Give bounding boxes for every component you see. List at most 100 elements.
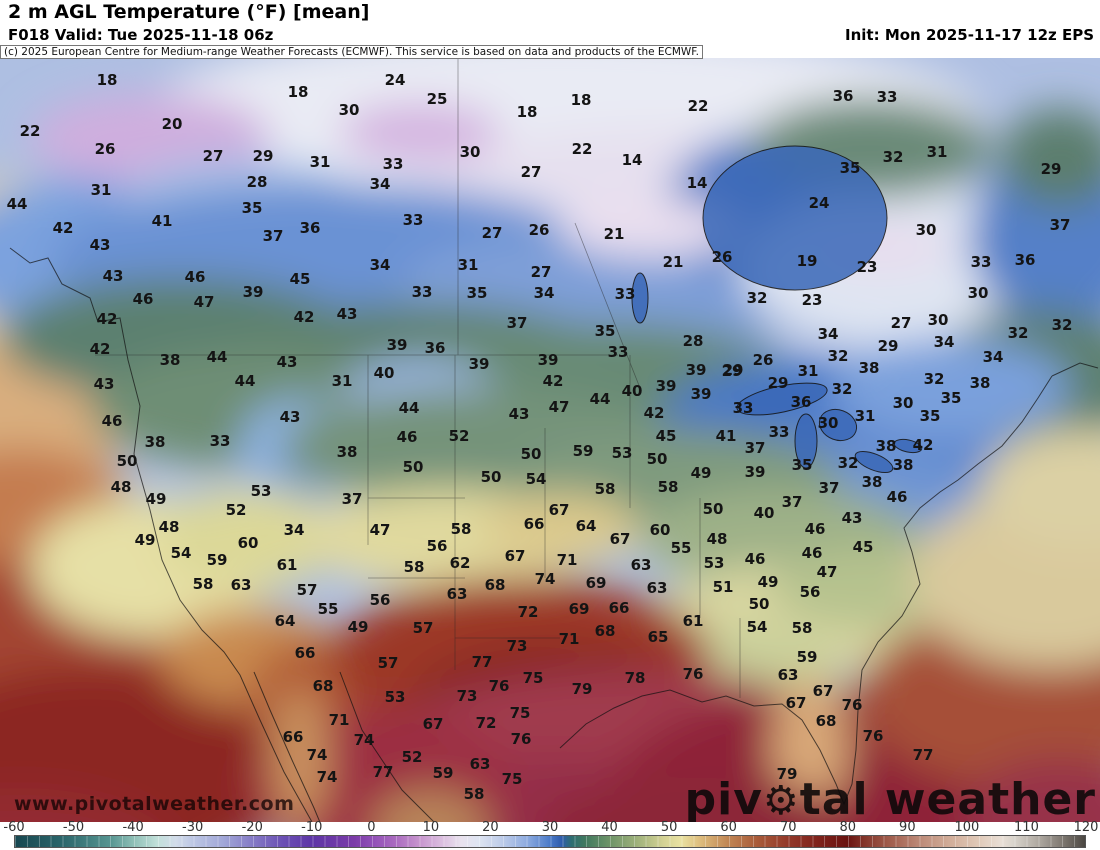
temp-label: 24 bbox=[808, 194, 830, 212]
temp-label: 18 bbox=[570, 91, 592, 109]
temp-label: 47 bbox=[369, 521, 391, 539]
temp-label: 39 bbox=[655, 377, 677, 395]
temp-label: 44 bbox=[234, 372, 256, 390]
scale-tick-label: -10 bbox=[301, 820, 323, 835]
temp-label: 34 bbox=[817, 325, 839, 343]
temp-label: 42 bbox=[52, 219, 74, 237]
temp-label: 34 bbox=[933, 333, 955, 351]
temp-label: 34 bbox=[982, 348, 1004, 366]
temp-label: 47 bbox=[816, 563, 838, 581]
temp-label: 44 bbox=[6, 195, 28, 213]
temperature-map: 18 18 24 25 30 18 18 22 36 33 20 22 26 27 29 31 30 22 14 32… bbox=[0, 58, 1100, 822]
scale-tick-label: 90 bbox=[899, 820, 916, 835]
temp-label: 54 bbox=[525, 470, 547, 488]
temp-label: 71 bbox=[328, 711, 350, 729]
scale-tick-label: 80 bbox=[839, 820, 857, 835]
temp-label: 60 bbox=[649, 521, 671, 539]
temp-label: 46 bbox=[396, 428, 418, 446]
temp-label: 18 bbox=[516, 103, 538, 121]
temp-label: 68 bbox=[815, 712, 837, 730]
temp-label: 74 bbox=[316, 768, 338, 786]
scale-tick-label: 60 bbox=[720, 820, 737, 835]
temp-label: 30 bbox=[892, 394, 914, 412]
temp-label: 78 bbox=[624, 669, 646, 687]
temp-label: 50 bbox=[116, 452, 138, 470]
temp-label: 49 bbox=[145, 490, 167, 508]
temp-label: 37 bbox=[262, 227, 284, 245]
temp-label: 40 bbox=[621, 382, 643, 400]
temp-label: 74 bbox=[534, 570, 556, 588]
temp-label: 22 bbox=[571, 140, 593, 158]
temp-label: 41 bbox=[151, 212, 173, 230]
temp-label: 46 bbox=[101, 412, 123, 430]
temp-label: 18 bbox=[96, 71, 118, 89]
temp-label: 50 bbox=[702, 500, 724, 518]
temp-label: 45 bbox=[852, 538, 874, 556]
temp-label: 75 bbox=[509, 704, 531, 722]
temp-label: 35 bbox=[940, 389, 962, 407]
temp-label: 38 bbox=[892, 456, 914, 474]
temp-label: 35 bbox=[466, 284, 488, 302]
scale-tick-label: 100 bbox=[954, 820, 980, 835]
temp-label: 71 bbox=[558, 630, 580, 648]
temp-label: 76 bbox=[862, 727, 884, 745]
temp-label: 24 bbox=[384, 71, 406, 89]
temp-label: 31 bbox=[854, 407, 876, 425]
temp-label: 39 bbox=[386, 336, 408, 354]
temperature-shading bbox=[0, 58, 1100, 822]
temp-label: 43 bbox=[841, 509, 863, 527]
temp-label: 47 bbox=[548, 398, 570, 416]
temp-label: 42 bbox=[293, 308, 315, 326]
temp-label: 30 bbox=[915, 221, 937, 239]
temp-label: 36 bbox=[832, 87, 854, 105]
temp-label: 38 bbox=[336, 443, 358, 461]
temp-label: 46 bbox=[804, 520, 826, 538]
temp-label: 66 bbox=[282, 728, 304, 746]
temp-label: 66 bbox=[608, 599, 630, 617]
temp-label: 37 bbox=[1049, 216, 1071, 234]
temp-label: 61 bbox=[682, 612, 704, 630]
temp-label: 33 bbox=[970, 253, 992, 271]
temp-label: 22 bbox=[19, 122, 41, 140]
temp-label: 42 bbox=[912, 436, 934, 454]
temp-label: 30 bbox=[338, 101, 360, 119]
temp-label: 61 bbox=[276, 556, 298, 574]
temp-label: 54 bbox=[746, 618, 768, 636]
temp-label: 39 bbox=[685, 361, 707, 379]
temp-label: 32 bbox=[827, 347, 849, 365]
temp-label: 23 bbox=[856, 258, 878, 276]
temp-label: 56 bbox=[426, 537, 448, 555]
temp-label: 72 bbox=[475, 714, 497, 732]
gear-icon: ⚙ bbox=[762, 778, 800, 824]
temp-label: 50 bbox=[520, 445, 542, 463]
temp-label: 77 bbox=[372, 763, 394, 781]
temp-label: 32 bbox=[1051, 316, 1073, 334]
temp-label: 57 bbox=[377, 654, 399, 672]
temp-label: 33 bbox=[411, 283, 433, 301]
temp-label: 32 bbox=[882, 148, 904, 166]
temp-label: 74 bbox=[306, 746, 328, 764]
temp-label: 28 bbox=[246, 173, 268, 191]
temp-label: 53 bbox=[703, 554, 725, 572]
temp-label: 34 bbox=[283, 521, 305, 539]
temp-label: 43 bbox=[336, 305, 358, 323]
temp-label: 62 bbox=[449, 554, 471, 572]
color-scale-bar bbox=[14, 835, 1086, 848]
temp-label: 65 bbox=[647, 628, 669, 646]
temp-label: 40 bbox=[373, 364, 395, 382]
temp-label: 67 bbox=[422, 715, 444, 733]
temp-label: 75 bbox=[522, 669, 544, 687]
temp-label: 46 bbox=[886, 488, 908, 506]
temp-label: 46 bbox=[744, 550, 766, 568]
temp-label: 73 bbox=[456, 687, 478, 705]
temp-label: 36 bbox=[424, 339, 446, 357]
temp-label: 30 bbox=[459, 143, 481, 161]
temp-label: 32 bbox=[831, 380, 853, 398]
temp-label: 76 bbox=[510, 730, 532, 748]
temp-label: 63 bbox=[446, 585, 468, 603]
temp-label: 46 bbox=[132, 290, 154, 308]
temp-label: 36 bbox=[790, 393, 812, 411]
temp-label: 64 bbox=[575, 517, 597, 535]
temp-label: 46 bbox=[801, 544, 823, 562]
